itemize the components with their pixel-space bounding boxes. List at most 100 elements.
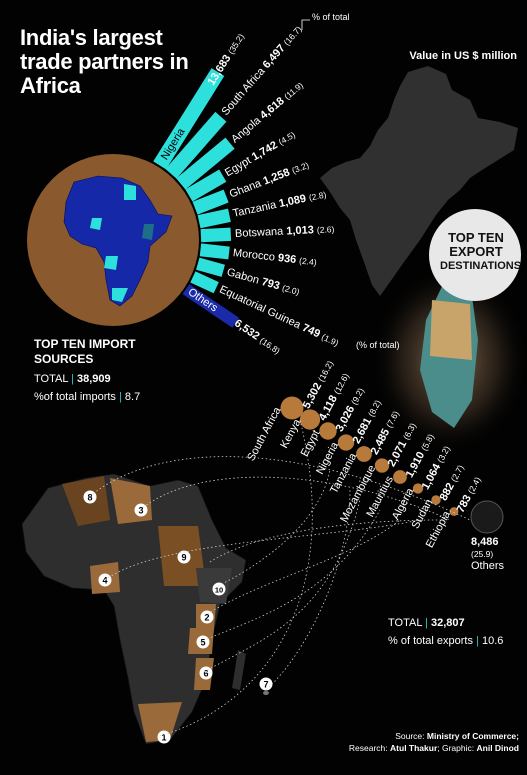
pct-total-label-exports: (% of total) — [356, 340, 400, 350]
export-pct: (25.9) — [471, 549, 494, 559]
import-value: 1,013 — [285, 224, 317, 238]
map-marker-8 — [83, 490, 97, 504]
export-bubble-sudan — [431, 495, 441, 505]
separator: | — [71, 373, 74, 385]
export-bubble-south-africa — [280, 396, 304, 420]
export-bubble-mozambique — [374, 458, 390, 473]
imports-heading: TOP TEN IMPORT SOURCES — [34, 337, 136, 366]
page-title: India's largest trade partners in Africa — [20, 25, 189, 98]
imports-total-label: TOTAL — [34, 373, 69, 385]
import-bar-equatorial-guinea — [190, 271, 219, 294]
import-bar-group-others — [182, 284, 240, 328]
export-bubble-others — [470, 500, 504, 534]
import-bar-group-nigeria — [153, 68, 225, 170]
india-map — [320, 66, 518, 296]
import-bar-gabon — [196, 257, 225, 277]
import-bar-group-tanzania — [197, 208, 231, 229]
separator: | — [118, 391, 122, 403]
import-bar-egypt — [185, 169, 227, 202]
import-pct: (2.8) — [308, 189, 328, 204]
export-bubble-nigeria — [337, 434, 355, 451]
export-country-7 — [263, 691, 269, 695]
pct-total-label: % of total — [312, 12, 350, 22]
import-bar-group-south-africa — [165, 111, 227, 179]
import-bar-group-botswana — [200, 227, 232, 243]
import-bar-botswana — [200, 227, 232, 243]
map-marker-9 — [177, 550, 191, 564]
map-marker-label-4: 4 — [102, 575, 107, 585]
graphic-value: Anil Dinod — [476, 743, 520, 753]
exports-pct-value: 10.6 — [481, 635, 504, 647]
export-bubble-kenya — [299, 409, 321, 430]
import-bar-tanzania — [197, 208, 231, 229]
map-marker-label-3: 3 — [138, 505, 143, 515]
export-bubble-tanzania — [356, 446, 372, 462]
import-bar-nigeria — [153, 68, 225, 170]
exports-pct: % of total exports | 10.6 — [388, 635, 503, 647]
import-bar-ghana — [192, 189, 229, 215]
export-bubble-mauritius — [393, 470, 407, 484]
import-bar-group-gabon — [196, 257, 225, 277]
map-marker-label-8: 8 — [87, 492, 92, 502]
units-label: Value in US $ million — [409, 50, 517, 62]
exports-total-label: TOTAL — [388, 617, 423, 629]
madagascar — [232, 650, 246, 690]
import-pct: (2.4) — [298, 255, 318, 268]
export-badge-line3: DESTINATIONS — [440, 260, 522, 272]
import-bars — [153, 68, 240, 328]
import-value: 936 — [277, 252, 300, 267]
map-marker-label-9: 9 — [181, 552, 186, 562]
research-value: Atul Thakur — [390, 743, 438, 753]
map-marker-label-7: 7 — [263, 679, 268, 689]
imports-total-value: 38,909 — [77, 373, 111, 385]
import-bar-angola — [176, 137, 235, 190]
export-bubble-algeria — [412, 483, 424, 494]
import-bar-group-egypt — [185, 169, 227, 202]
source-value: Ministry of Commerce; — [426, 731, 519, 741]
export-badge-line1: TOP TEN — [448, 230, 504, 245]
export-bubble-egypt — [319, 422, 337, 440]
map-marker-label-10: 10 — [215, 585, 223, 594]
imports-total: TOTAL | 38,909 — [34, 373, 111, 385]
map-marker-label-1: 1 — [161, 732, 166, 742]
export-badge — [429, 209, 521, 301]
pct-total-pointer — [301, 19, 310, 30]
map-marker-label-5: 5 — [200, 637, 205, 647]
source-credits: Source: Ministry of Commerce; Research: … — [349, 730, 519, 754]
exports-total: TOTAL | 32,807 — [388, 617, 465, 629]
separator: | — [476, 635, 479, 647]
separator: | — [425, 617, 428, 629]
map-marker-6 — [199, 666, 213, 680]
map-marker-label-6: 6 — [203, 668, 208, 678]
exports-total-value: 32,807 — [431, 617, 465, 629]
imports-pct: %of total imports | 8.7 — [34, 391, 140, 403]
import-bar-group-morocco — [199, 243, 230, 260]
import-bar-group-equatorial-guinea — [190, 271, 219, 294]
import-bar-morocco — [199, 243, 230, 260]
map-marker-5 — [196, 635, 210, 649]
export-label-others: 8,486 (25.9) Others — [471, 536, 504, 572]
export-badge-text: TOP TEN EXPORT DESTINATIONS — [440, 230, 522, 273]
map-marker-2 — [200, 610, 214, 624]
africa-import-map — [63, 175, 173, 307]
imports-pct-label: %of total imports — [34, 391, 116, 403]
export-value: 8,486 — [471, 536, 499, 548]
export-bubble-ethiopia — [449, 507, 459, 516]
source-label: Source: — [395, 731, 425, 741]
map-marker-label-2: 2 — [204, 612, 209, 622]
import-pct: (2.0) — [281, 282, 301, 297]
map-marker-1 — [157, 730, 171, 744]
import-category: Botswana — [234, 225, 287, 241]
graphic-label: ; Graphic: — [437, 743, 475, 753]
connector-lines — [89, 419, 471, 737]
imports-pct-value: 8.7 — [124, 391, 141, 403]
exports-pct-label: % of total exports — [388, 635, 473, 647]
export-country-1 — [138, 702, 182, 742]
export-category: Others — [471, 560, 505, 572]
import-pct: (2.6) — [316, 224, 335, 236]
export-bubbles — [280, 396, 504, 534]
map-marker-10 — [212, 582, 226, 596]
research-label: Research: — [348, 743, 388, 753]
